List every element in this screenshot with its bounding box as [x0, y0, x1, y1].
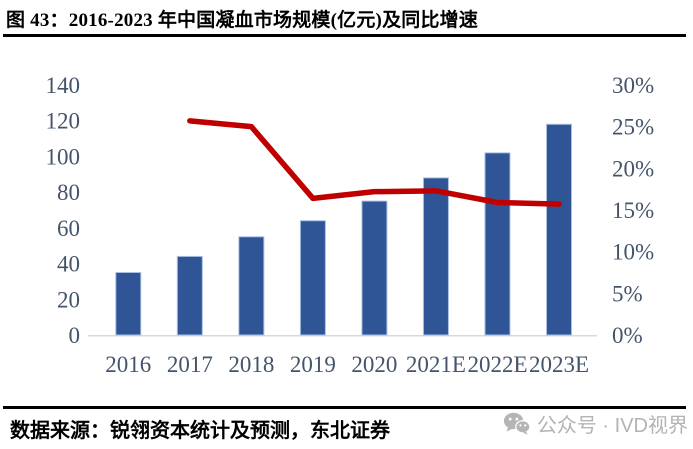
left-axis-tick-label: 140 — [46, 73, 81, 98]
right-axis-tick-label: 30% — [612, 73, 654, 98]
left-axis-tick-label: 0 — [69, 323, 81, 348]
x-axis-label-2019: 2019 — [290, 352, 336, 377]
market-size-bar-2017 — [176, 255, 203, 336]
left-axis-tick-label: 20 — [57, 287, 80, 312]
right-axis-tick-label: 20% — [612, 156, 654, 181]
x-axis-label-2016: 2016 — [105, 352, 151, 377]
market-size-bar-2023E — [546, 123, 573, 336]
coagulation-market-chart: 0 20 40 60 80 100 120 140 0% 5% 10% 15% 20% 25% 30% 201… — [46, 73, 655, 377]
right-axis-tick-label: 5% — [612, 281, 643, 306]
title-divider — [3, 34, 686, 37]
x-axis-label-2023E: 2023E — [529, 352, 589, 377]
figure-title: 图 43：2016-2023 年中国凝血市场规模(亿元)及同比增速 — [6, 10, 479, 31]
left-axis-tick-label: 100 — [46, 144, 81, 169]
watermark-text: 公众号 · IVD视界 — [536, 415, 688, 437]
x-axis-label-2017: 2017 — [167, 352, 213, 377]
market-size-bar-2019 — [299, 220, 326, 336]
left-axis-tick-label: 120 — [46, 109, 81, 134]
left-axis-tick-label: 80 — [57, 180, 80, 205]
left-axis-tick-label: 60 — [57, 216, 80, 241]
x-axis-label-2022E: 2022E — [467, 352, 527, 377]
market-size-bar-2021E — [422, 177, 449, 336]
left-axis-tick-label: 40 — [57, 252, 80, 277]
footer-divider — [3, 406, 686, 409]
x-axis-label-2021E: 2021E — [406, 352, 466, 377]
right-axis-tick-label: 25% — [612, 115, 654, 140]
market-size-bar-2022E — [484, 152, 511, 336]
wechat-icon — [503, 412, 530, 435]
growth-rate-line — [187, 118, 562, 207]
x-axis-label-2018: 2018 — [228, 352, 274, 377]
x-axis-label-2020: 2020 — [351, 352, 397, 377]
watermark: 公众号 · IVD视界 — [503, 409, 688, 438]
right-axis-tick-label: 0% — [612, 323, 643, 348]
market-size-bar-2016 — [115, 272, 142, 336]
market-size-bar-2020 — [361, 200, 388, 336]
market-size-bar-2018 — [238, 236, 265, 336]
right-axis-tick-label: 10% — [612, 240, 654, 265]
right-axis-tick-label: 15% — [612, 198, 654, 223]
data-source-note: 数据来源：锐翎资本统计及预测，东北证券 — [10, 420, 390, 442]
